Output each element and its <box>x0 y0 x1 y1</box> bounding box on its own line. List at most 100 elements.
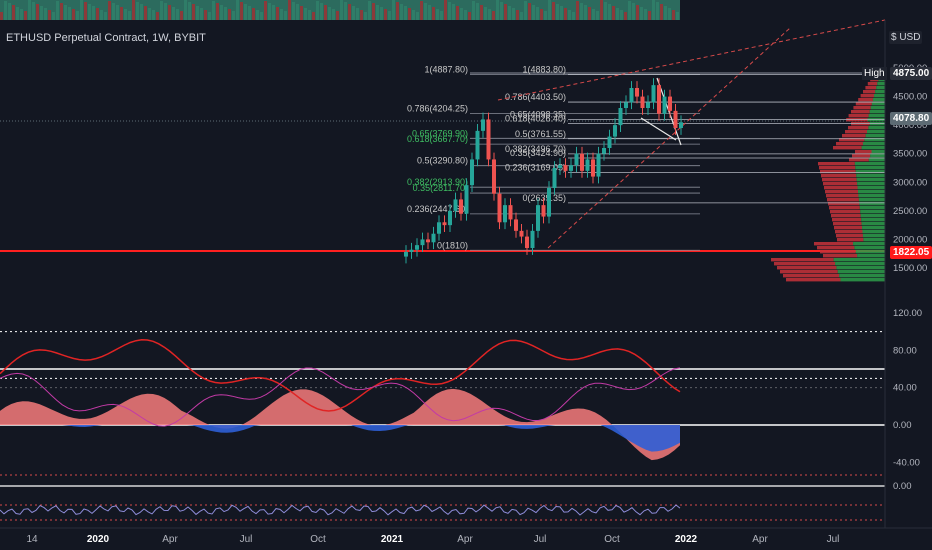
fib-label-right: 0.65(4098.35) <box>510 110 566 120</box>
osc-axis-tick: 40.00 <box>893 383 917 394</box>
profile-bar-sell <box>783 274 840 278</box>
profile-bar-sell <box>836 234 863 238</box>
profile-bar-buy <box>856 178 885 182</box>
volume-bar <box>532 5 535 20</box>
volume-bar <box>644 9 647 20</box>
wedge-line-lower <box>640 117 677 141</box>
volume-bar <box>280 9 283 20</box>
volume-bar <box>652 0 655 20</box>
candle-body <box>596 153 601 177</box>
candle-body <box>530 230 535 248</box>
volume-bar <box>68 7 71 20</box>
profile-bar-buy <box>862 234 885 238</box>
profile-bar-buy <box>860 214 885 218</box>
last-price-badge: 4078.80 <box>890 112 932 125</box>
osc-axis-tick: 120.00 <box>893 308 922 319</box>
volume-bar <box>176 9 179 20</box>
time-axis-tick: 2022 <box>675 534 698 545</box>
volume-bar <box>592 9 595 20</box>
profile-bar-sell <box>833 222 862 226</box>
profile-bar-buy <box>876 86 885 90</box>
volume-bar <box>124 9 127 20</box>
volume-bar <box>196 6 199 20</box>
osc-signal-line <box>0 339 681 412</box>
time-axis-tick: Apr <box>752 534 768 545</box>
profile-bar-sell <box>836 142 863 146</box>
grid <box>0 72 885 252</box>
profile-bar-buy <box>861 222 885 226</box>
candle-body <box>525 236 529 248</box>
fib-label-left: 0.618(3667.70) <box>407 134 468 144</box>
volume-bar <box>36 4 39 20</box>
profile-bar-buy <box>833 258 885 262</box>
candle-body <box>459 199 463 214</box>
volume-bar <box>656 2 659 20</box>
volume-bar <box>24 11 27 20</box>
volume-bar <box>664 6 667 20</box>
candle-body <box>420 239 425 246</box>
fib-label-left: 0.5(3290.80) <box>417 156 468 166</box>
volume-bar <box>552 2 555 20</box>
osc2-line <box>0 504 681 516</box>
candle-body <box>558 165 562 168</box>
volume-bar <box>156 12 159 20</box>
candle-body <box>437 222 441 234</box>
volume-bar <box>568 10 571 20</box>
profile-bar-buy <box>862 142 885 146</box>
fib-label-right: 1(4883.80) <box>522 65 566 75</box>
osc-histogram-area <box>0 388 680 461</box>
volume-bar <box>476 3 479 20</box>
volume-bar <box>204 10 207 20</box>
profile-bar-buy <box>855 166 885 170</box>
volume-bar <box>72 9 75 20</box>
profile-bar-buy <box>868 114 885 118</box>
candle-body <box>514 219 518 231</box>
volume-bar <box>44 8 47 20</box>
volume-bar <box>384 9 387 20</box>
profile-bar-buy <box>864 138 885 142</box>
volume-bar <box>600 0 603 20</box>
volume-profile <box>771 70 885 282</box>
candle-body <box>503 205 507 223</box>
profile-bar-buy <box>871 150 885 154</box>
volume-bar <box>372 3 375 20</box>
time-axis-tick: Apr <box>162 534 178 545</box>
volume-bar <box>88 4 91 20</box>
profile-bar-sell <box>777 266 837 270</box>
profile-bar-sell <box>828 202 860 206</box>
volume-bar <box>292 2 295 20</box>
profile-bar-sell <box>824 186 858 190</box>
candle-body <box>646 102 650 108</box>
osc2-axis-tick: 0.00 <box>893 481 912 492</box>
volume-bar <box>264 1 267 20</box>
profile-bar-buy <box>861 146 885 150</box>
osc-secondary-line <box>0 367 681 427</box>
fib-label-left: 0.65(3769.90) <box>412 128 468 138</box>
volume-bar <box>96 8 99 20</box>
volume-bar <box>352 6 355 20</box>
profile-bar-sell <box>848 126 869 130</box>
profile-bar-buy <box>868 126 885 130</box>
profile-bar-buy <box>859 206 885 210</box>
profile-bar-sell <box>835 230 863 234</box>
profile-bar-buy <box>870 106 885 110</box>
candle-body <box>426 239 430 243</box>
volume-bar <box>236 0 239 20</box>
profile-bar-sell <box>853 106 871 110</box>
volume-bar <box>624 12 627 20</box>
fib-label-left: 1(4887.80) <box>424 64 468 74</box>
profile-bar-sell <box>858 98 873 102</box>
volume-bar <box>188 2 191 20</box>
volume-bar <box>548 0 551 20</box>
profile-bar-sell <box>832 218 862 222</box>
candle-body <box>552 168 557 188</box>
volume-bar <box>676 12 679 20</box>
volume-bar <box>12 5 15 20</box>
volume-bar <box>396 2 399 20</box>
fib-label-left: 0.786(4204.25) <box>407 103 468 113</box>
volume-bar <box>28 0 31 20</box>
volume-bar <box>216 3 219 20</box>
profile-bar-sell <box>822 178 857 182</box>
currency-label[interactable]: $ USD <box>889 31 923 44</box>
